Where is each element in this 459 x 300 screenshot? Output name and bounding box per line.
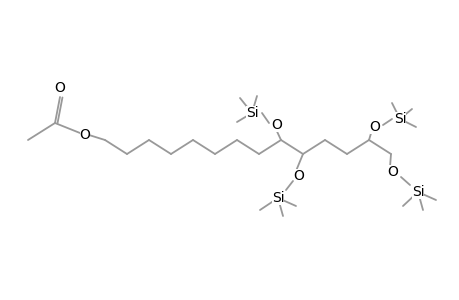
- Text: O: O: [369, 120, 380, 134]
- Text: Si: Si: [393, 112, 405, 126]
- Text: O: O: [55, 81, 65, 95]
- Text: Si: Si: [271, 191, 284, 205]
- Text: O: O: [271, 118, 282, 132]
- Text: O: O: [387, 165, 397, 179]
- Text: Si: Si: [411, 185, 423, 199]
- Text: O: O: [79, 128, 90, 142]
- Text: O: O: [293, 169, 304, 183]
- Text: Si: Si: [245, 106, 258, 120]
